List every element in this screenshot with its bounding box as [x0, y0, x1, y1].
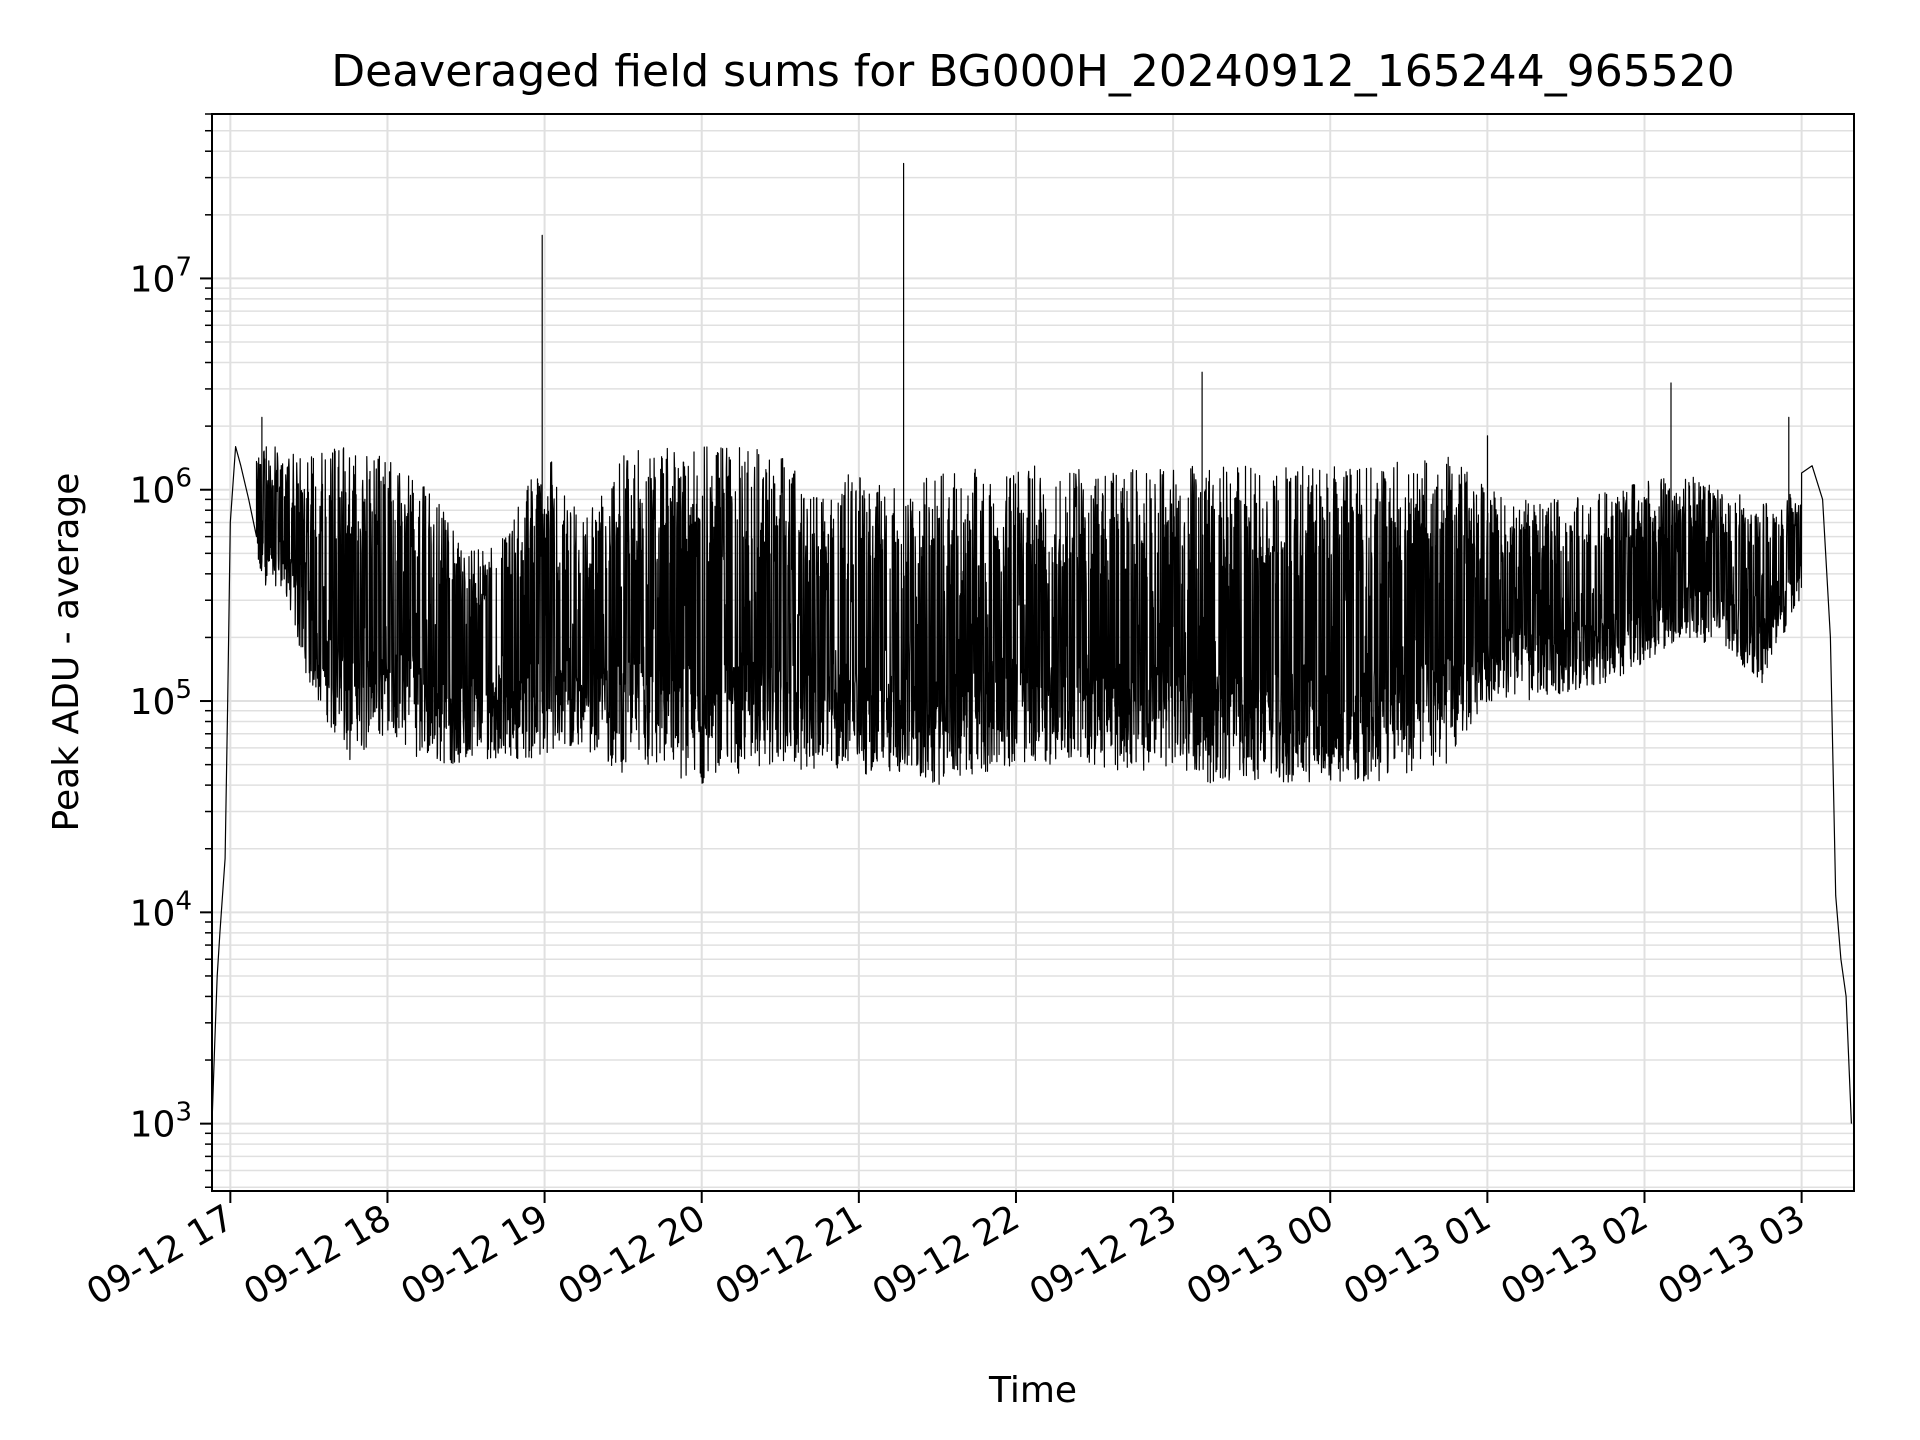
y-tick-label: 105 — [130, 675, 192, 723]
y-axis: 103 104 105 106 107 — [130, 113, 212, 1189]
x-tick-label: 09-12 20 — [552, 1197, 713, 1313]
x-tick-label: 09-12 18 — [237, 1197, 398, 1313]
y-tick-label: 107 — [130, 252, 192, 300]
y-axis-label: Peak ADU - average — [46, 473, 87, 832]
x-tick-label: 09-13 00 — [1180, 1197, 1341, 1313]
chart-title: Deaveraged field sums for BG000H_2024091… — [331, 46, 1734, 97]
series-polyline — [211, 162, 1852, 1124]
x-tick-label: 09-12 21 — [709, 1197, 870, 1313]
grid — [212, 113, 1854, 1191]
x-tick-label: 09-13 01 — [1337, 1197, 1498, 1313]
y-tick-label: 106 — [130, 464, 192, 512]
x-tick-label: 09-12 22 — [866, 1197, 1027, 1313]
y-tick-label: 103 — [130, 1098, 192, 1146]
x-tick-label: 09-12 23 — [1023, 1197, 1184, 1313]
x-tick-label: 09-13 02 — [1494, 1197, 1655, 1313]
series-line — [211, 162, 1852, 1124]
y-tick-label: 104 — [130, 886, 192, 934]
plot-frame — [211, 113, 1855, 1192]
x-axis-label: Time — [988, 1370, 1077, 1411]
x-tick-label: 09-13 03 — [1651, 1197, 1812, 1313]
x-tick-label: 09-12 17 — [80, 1197, 241, 1313]
x-tick-label: 09-12 19 — [394, 1197, 555, 1313]
